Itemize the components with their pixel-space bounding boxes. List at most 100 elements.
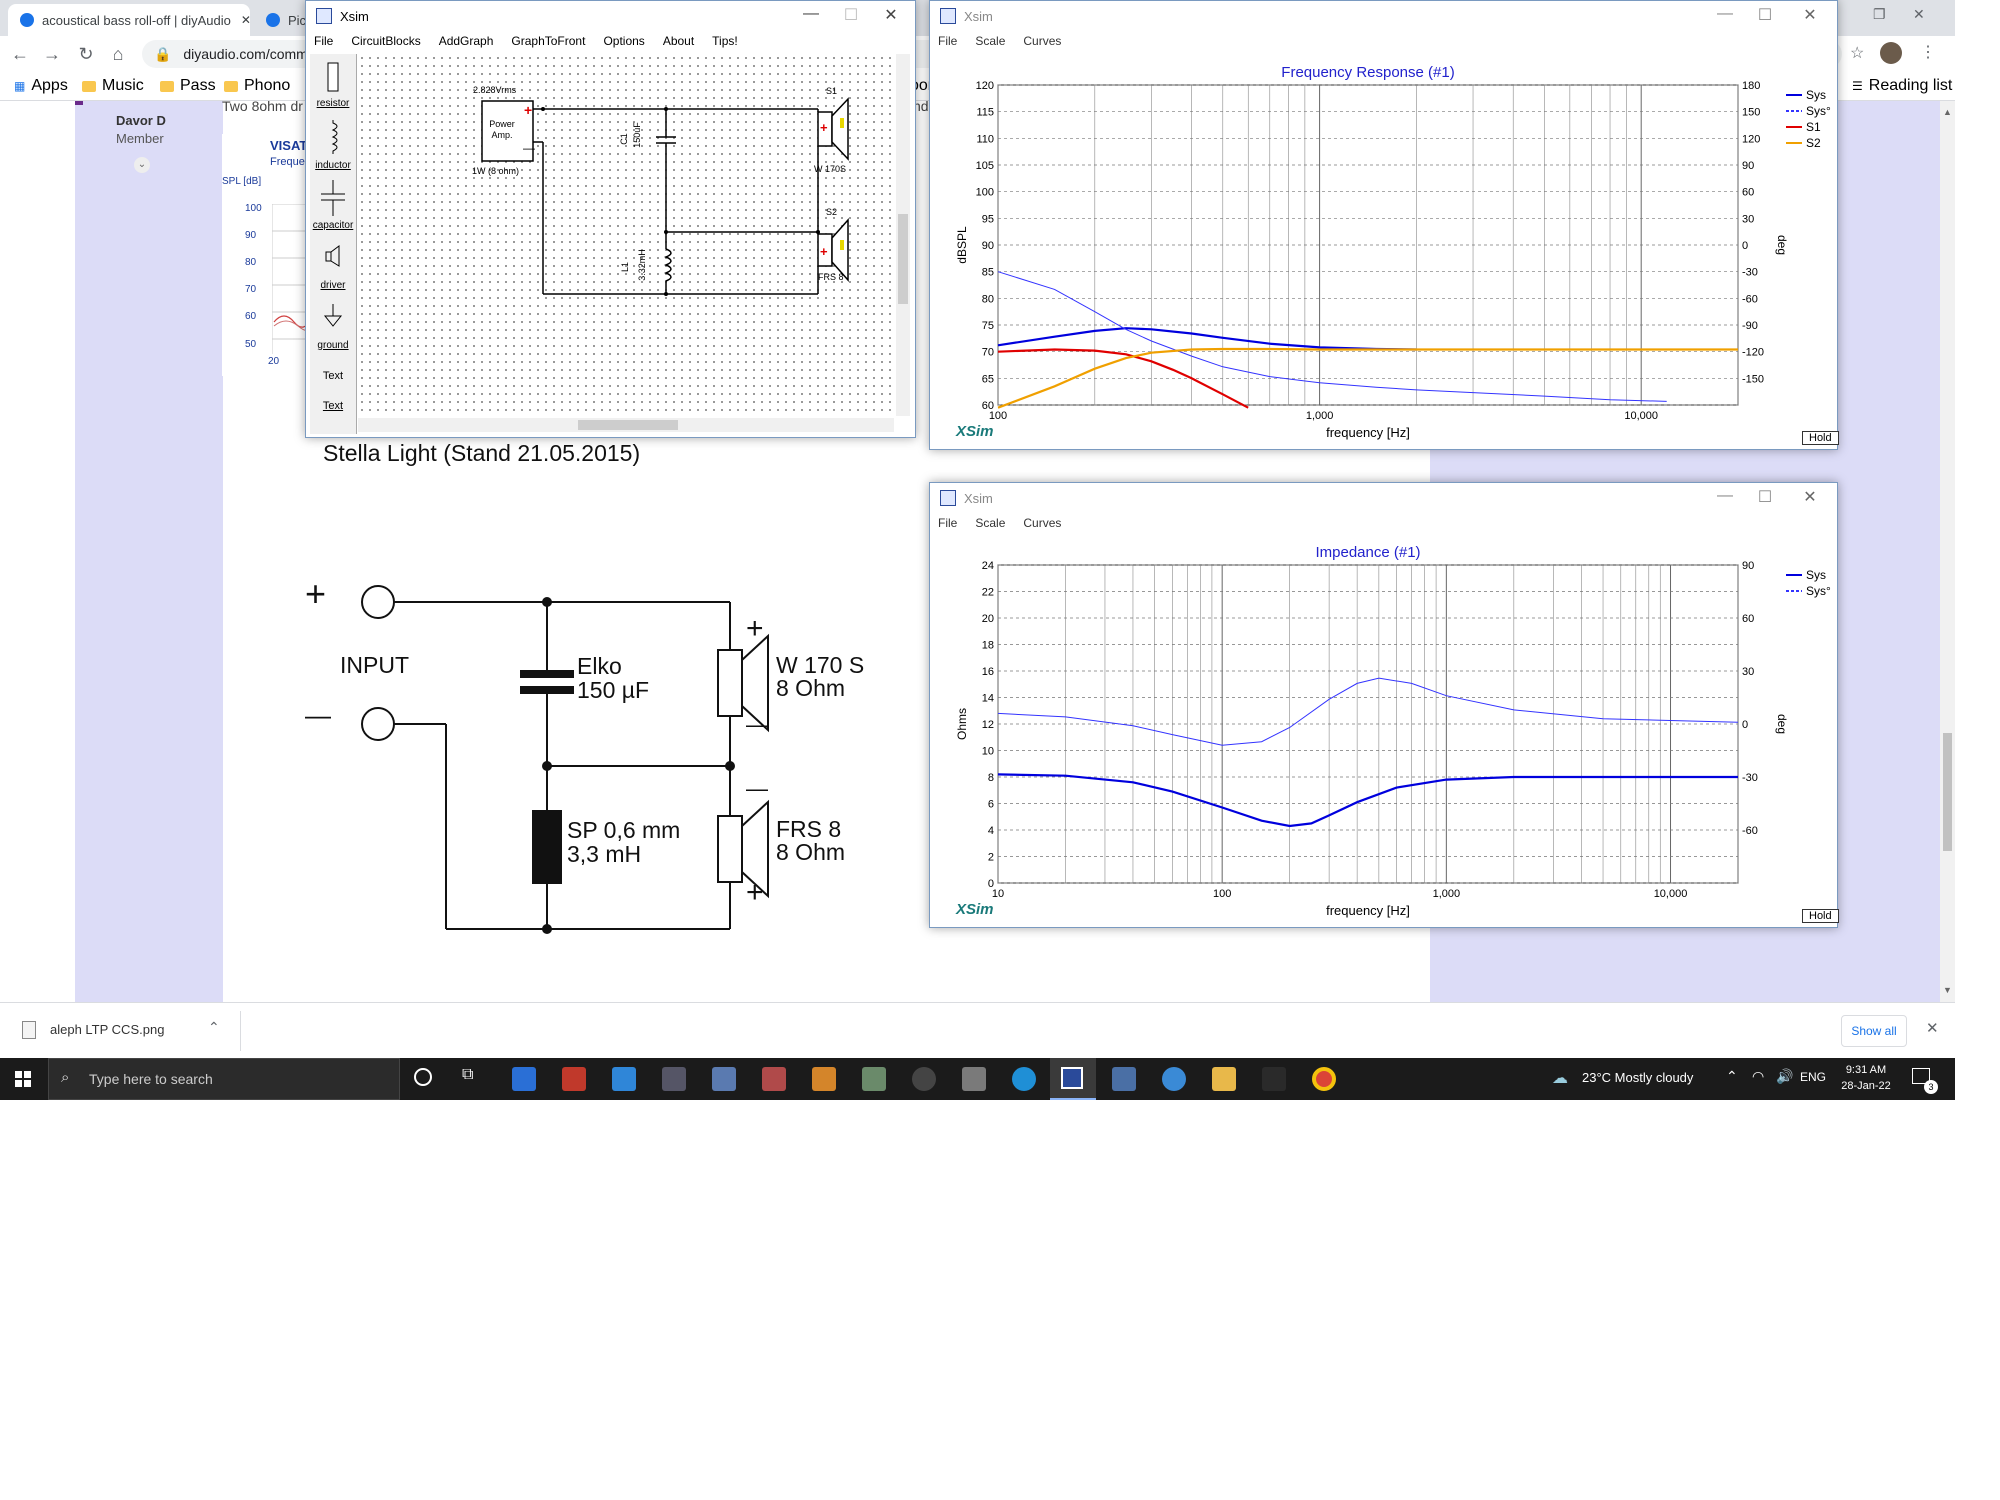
spreadsheet-icon[interactable] xyxy=(1112,1067,1136,1091)
scroll-down-icon[interactable]: ▼ xyxy=(1943,985,1952,995)
language-indicator[interactable]: ENG xyxy=(1800,1070,1827,1084)
menu-scale[interactable]: Scale xyxy=(975,34,1006,48)
browser-tab-diyaudio[interactable]: acoustical bass roll-off | diyAudio ✕ xyxy=(8,4,250,36)
post-username[interactable]: Davor D xyxy=(116,113,166,128)
mail-icon[interactable] xyxy=(612,1067,636,1091)
minimize-icon[interactable]: — xyxy=(1717,5,1733,22)
horizontal-scroll-thumb[interactable] xyxy=(578,420,678,430)
menu-addgraph[interactable]: AddGraph xyxy=(438,34,494,48)
xsim-frequency-titlebar[interactable]: Xsim xyxy=(930,1,1837,31)
page-scrollbar[interactable]: ▲ ▼ xyxy=(1940,101,1955,1002)
profile-avatar[interactable] xyxy=(1880,42,1902,64)
bookmark-apps[interactable]: ▦ Apps xyxy=(14,77,68,95)
volume-icon[interactable]: 🔊 xyxy=(1776,1068,1794,1084)
menu-file[interactable]: File xyxy=(938,34,958,48)
capacitor-icon[interactable] xyxy=(321,180,345,216)
bookmark-star-icon[interactable]: ☆ xyxy=(1850,45,1865,62)
menu-curves[interactable]: Curves xyxy=(1023,516,1062,530)
app-icon-2[interactable] xyxy=(762,1067,786,1091)
palette-text-link[interactable]: Text xyxy=(322,400,344,412)
tab-close-icon[interactable]: ✕ xyxy=(240,13,250,27)
maximize-icon[interactable]: ☐ xyxy=(1757,7,1773,24)
home-icon[interactable]: ⌂ xyxy=(112,44,124,64)
close-downloads-icon[interactable]: ✕ xyxy=(1926,1020,1939,1037)
menu-file[interactable]: File xyxy=(938,516,958,530)
menu-file[interactable]: File xyxy=(314,34,334,48)
palette-inductor[interactable]: inductor xyxy=(315,160,351,171)
notepad-icon[interactable] xyxy=(662,1067,686,1091)
minimize-icon[interactable]: — xyxy=(1717,487,1733,504)
menu-curves[interactable]: Curves xyxy=(1023,34,1062,48)
close-icon[interactable]: ✕ xyxy=(1803,7,1817,24)
palette-driver[interactable]: driver xyxy=(320,280,346,291)
menu-tips[interactable]: Tips! xyxy=(712,34,738,48)
disc-icon[interactable] xyxy=(912,1067,936,1091)
notifications-icon[interactable] xyxy=(1912,1068,1930,1084)
itunes-icon[interactable] xyxy=(1162,1067,1186,1091)
menu-graphtofront[interactable]: GraphToFront xyxy=(511,34,586,48)
reload-icon[interactable]: ↻ xyxy=(78,44,94,64)
xsim-circuit-titlebar[interactable]: Xsim xyxy=(306,1,915,31)
menu-scale[interactable]: Scale xyxy=(975,516,1006,530)
menu-circuitblocks[interactable]: CircuitBlocks xyxy=(351,34,421,48)
file-explorer-icon[interactable] xyxy=(1212,1067,1236,1091)
power-amp-block[interactable]: Power Amp. xyxy=(484,119,520,141)
scrollbar-thumb[interactable] xyxy=(1943,733,1952,851)
clock[interactable]: 9:31 AM 28-Jan-22 xyxy=(1836,1062,1896,1094)
menu-options[interactable]: Options xyxy=(603,34,645,48)
reading-list-button[interactable]: ☰ Reading list xyxy=(1852,77,1952,95)
palette-text-tool[interactable]: Text xyxy=(322,370,344,382)
hold-button[interactable]: Hold xyxy=(1802,431,1839,445)
taskbar-search-box[interactable]: ⌕ Type here to search xyxy=(48,1058,400,1100)
cortana-icon[interactable] xyxy=(414,1068,432,1086)
palette-capacitor[interactable]: capacitor xyxy=(312,220,354,231)
palette-resistor[interactable]: resistor xyxy=(316,98,350,109)
hold-button[interactable]: Hold xyxy=(1802,909,1839,923)
app-icon-1[interactable] xyxy=(712,1067,736,1091)
wifi-icon[interactable]: ◠ xyxy=(1752,1068,1765,1084)
vertical-scroll-thumb[interactable] xyxy=(898,214,908,304)
ground-icon[interactable] xyxy=(323,304,343,328)
scroll-up-icon[interactable]: ▲ xyxy=(1943,107,1952,117)
driver-icon[interactable] xyxy=(323,244,343,268)
chevron-up-icon[interactable]: ⌃ xyxy=(208,1019,220,1035)
maximize-icon[interactable]: ☐ xyxy=(843,7,859,24)
palette-ground[interactable]: ground xyxy=(317,340,349,351)
minimize-icon[interactable]: — xyxy=(803,5,819,22)
close-icon[interactable]: ✕ xyxy=(884,7,898,24)
download-item-name[interactable]: aleph LTP CCS.png xyxy=(50,1022,165,1037)
forward-icon[interactable]: → xyxy=(43,44,61,64)
show-all-button[interactable]: Show all xyxy=(1841,1015,1907,1047)
resistor-icon[interactable] xyxy=(323,60,343,94)
circuit-canvas[interactable]: + — + + 2.828Vrms Power Amp. 1W (8 ohm) … xyxy=(358,54,894,416)
calculator-icon[interactable] xyxy=(962,1067,986,1091)
edge-icon[interactable] xyxy=(1012,1067,1036,1091)
app-icon-3[interactable] xyxy=(862,1067,886,1091)
weather-text[interactable]: 23°C Mostly cloudy xyxy=(1582,1070,1694,1085)
tray-chevron-icon[interactable]: ⌃ xyxy=(1726,1068,1738,1084)
canvas-vertical-scrollbar[interactable] xyxy=(896,54,910,416)
task-view-icon[interactable]: ⧉ xyxy=(462,1066,474,1083)
xsim-taskbar-button[interactable] xyxy=(1050,1058,1096,1100)
media-icon[interactable] xyxy=(812,1067,836,1091)
bookmark-pass[interactable]: Pass xyxy=(160,77,216,95)
browser-tab-pict[interactable]: Pict xyxy=(254,4,314,36)
store-icon[interactable] xyxy=(512,1067,536,1091)
xsim-impedance-titlebar[interactable]: Xsim xyxy=(930,483,1837,513)
maximize-icon[interactable]: ☐ xyxy=(1757,489,1773,506)
bookmark-phono[interactable]: Phono xyxy=(224,77,290,95)
bookmark-music[interactable]: Music xyxy=(82,77,144,95)
close-window-icon[interactable]: ✕ xyxy=(1913,6,1925,22)
canvas-horizontal-scrollbar[interactable] xyxy=(358,418,894,432)
back-icon[interactable]: ← xyxy=(11,44,29,64)
inductor-icon[interactable] xyxy=(323,120,343,154)
chrome-icon[interactable] xyxy=(1312,1067,1336,1091)
menu-dots-icon[interactable]: ⋮ xyxy=(1920,44,1936,61)
restore-window-icon[interactable]: ❐ xyxy=(1873,6,1886,22)
windows-start-icon[interactable] xyxy=(15,1071,31,1087)
close-icon[interactable]: ✕ xyxy=(1803,489,1817,506)
wps-icon[interactable] xyxy=(562,1067,586,1091)
chevron-down-icon[interactable]: ⌄ xyxy=(134,157,150,173)
menu-about[interactable]: About xyxy=(662,34,695,48)
app-icon-4[interactable] xyxy=(1262,1067,1286,1091)
